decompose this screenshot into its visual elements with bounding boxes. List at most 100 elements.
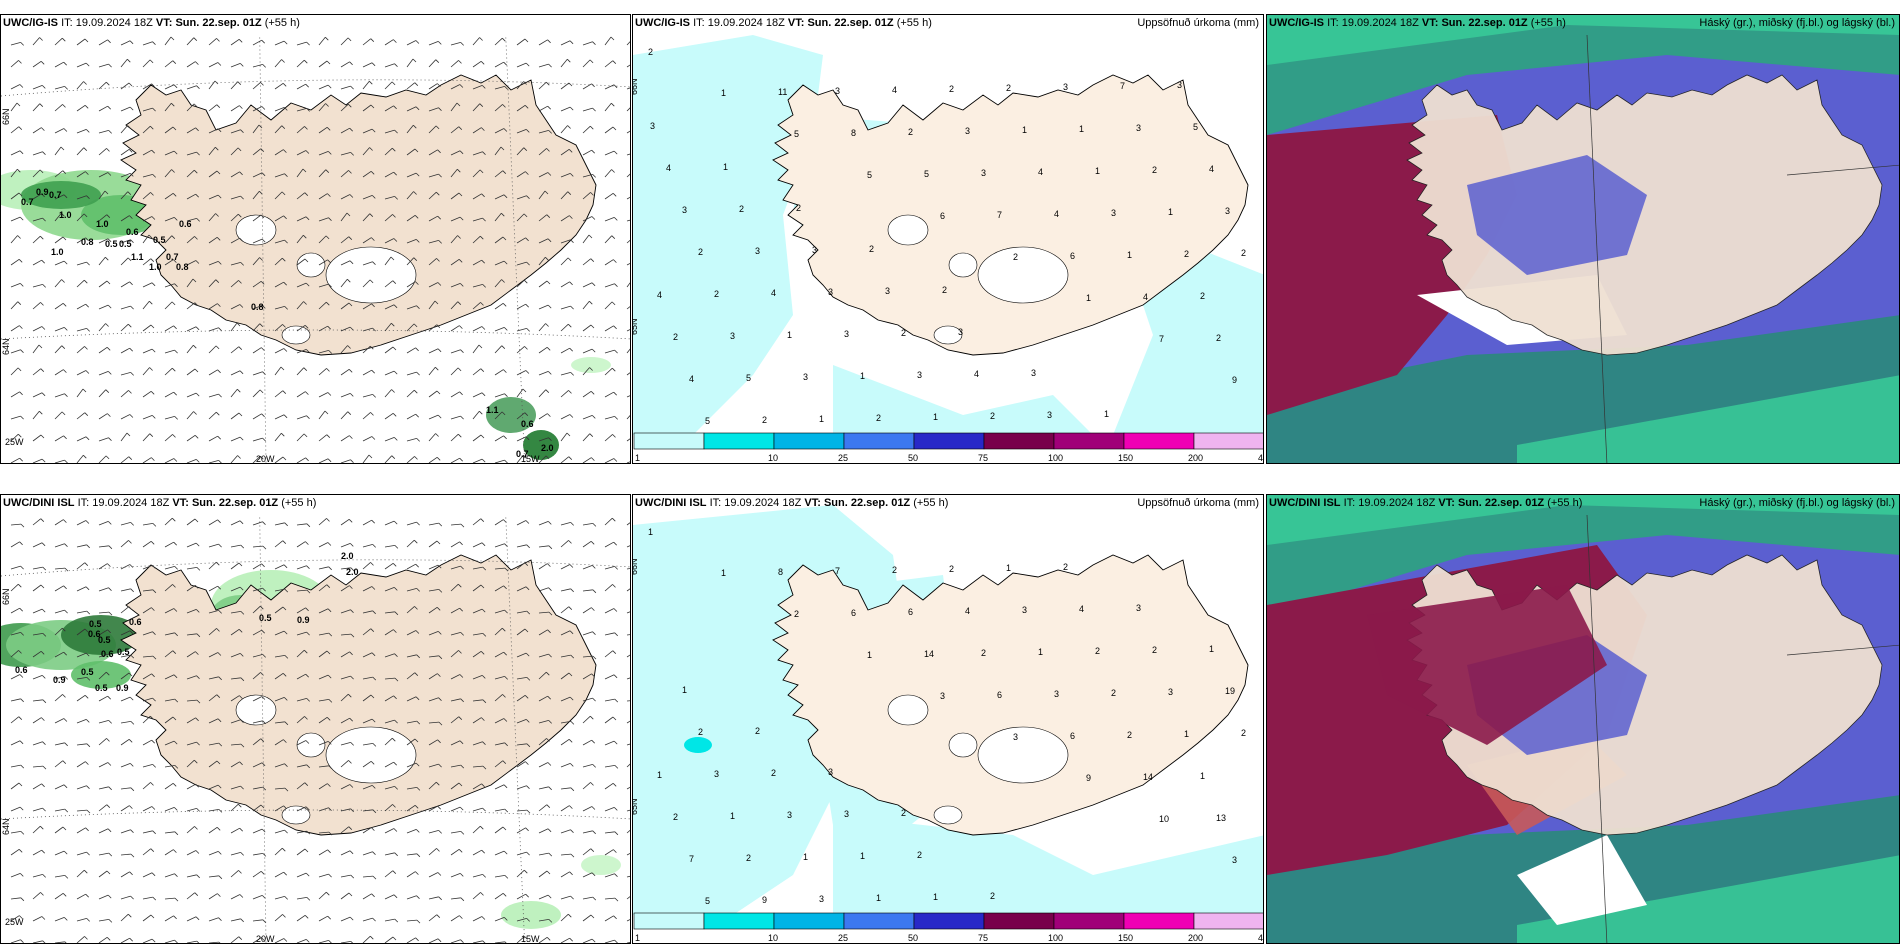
wind-barb-feather <box>613 84 618 89</box>
wind-barb-feather <box>238 936 243 940</box>
wind-barb <box>252 853 263 856</box>
wind-barb <box>340 411 349 420</box>
wind-barb-feather <box>348 302 353 307</box>
precip-value-label: 2 <box>949 564 954 574</box>
wind-barb-feather <box>306 698 310 702</box>
wind-barb <box>560 564 571 570</box>
wind-barb-feather <box>546 738 550 742</box>
wind-barb <box>560 738 570 746</box>
precip-value-label: 5 <box>1193 122 1198 132</box>
wind-barb-feather <box>262 919 267 924</box>
wind-barb <box>472 783 482 790</box>
wind-barb-feather <box>436 914 441 918</box>
wind-barb-feather <box>129 215 133 219</box>
wind-barb <box>406 787 417 790</box>
wind-barb <box>54 170 64 178</box>
precip-value-label: 2 <box>673 332 678 342</box>
wind-barb-feather <box>371 436 376 440</box>
wind-barb <box>230 346 240 354</box>
wind-barb-feather <box>63 260 68 265</box>
wind-barb <box>164 674 175 680</box>
precip-value-label: 1 <box>876 893 881 903</box>
colorbar-tick-label: 150 <box>1118 453 1133 463</box>
wind-barb <box>604 608 615 614</box>
wind-barb <box>120 372 131 376</box>
precip-value-label: 1 <box>803 852 808 862</box>
wind-barb-feather <box>482 699 487 704</box>
wind-barb <box>582 216 593 222</box>
wind-barb-feather <box>106 804 111 808</box>
wind-barb-feather <box>613 849 617 853</box>
wind-barb-feather <box>394 437 398 441</box>
wind-barb-feather <box>438 631 442 635</box>
precip-value-label: 1 <box>1209 644 1214 654</box>
wind-barb-feather <box>260 738 265 742</box>
wind-barb-feather <box>284 896 288 900</box>
wind-barb <box>428 606 438 614</box>
wind-barb-feather <box>129 805 133 809</box>
wind-barb <box>406 895 417 900</box>
precip-value-label: 7 <box>1159 334 1164 344</box>
wind-barb <box>406 606 415 614</box>
wind-barb-feather <box>327 325 331 330</box>
wind-barb-feather <box>612 60 617 64</box>
wind-barb <box>582 523 593 526</box>
wind-barb <box>362 586 373 592</box>
wind-barb <box>428 805 438 812</box>
wind-barb <box>76 562 86 570</box>
wind-barb-feather <box>85 237 89 242</box>
precip-value-label: 2 <box>908 127 913 137</box>
wind-barb <box>274 281 284 288</box>
wind-barb <box>296 914 306 922</box>
wind-barb-feather <box>306 897 311 901</box>
wind-barb <box>538 238 549 244</box>
wind-barb-feather <box>504 543 508 547</box>
wind-barb-feather <box>86 851 90 856</box>
wind-barb-feather <box>19 150 24 155</box>
wind-barb <box>230 81 239 90</box>
wind-barb-feather <box>416 829 420 833</box>
wind-barb <box>494 567 506 570</box>
cloud-map-top <box>1267 15 1899 463</box>
wind-barb <box>340 760 349 768</box>
wind-barb <box>10 632 21 636</box>
wind-barb <box>76 827 86 834</box>
wind-barb <box>120 763 131 768</box>
wind-barb-feather <box>524 105 529 109</box>
wind-barb <box>186 260 197 266</box>
wind-barb <box>406 323 415 332</box>
wind-barb-feather <box>349 435 353 439</box>
precip-value-label: 2 <box>794 609 799 619</box>
wind-barb <box>406 539 415 548</box>
wind-barb-feather <box>85 303 89 308</box>
wind-barb-feather <box>107 629 111 634</box>
wind-barb <box>142 41 153 46</box>
wind-barb <box>76 388 84 398</box>
wind-barb-feather <box>591 348 596 353</box>
wind-barb-feather <box>128 913 132 918</box>
precip-value-label: 5 <box>746 373 751 383</box>
wind-barb-feather <box>304 848 309 853</box>
wind-barb <box>450 391 460 398</box>
wind-barb-feather <box>40 825 44 830</box>
wind-barb-feather <box>370 412 374 416</box>
wind-barb-feather <box>613 740 618 745</box>
wind-barb-feather <box>62 893 67 897</box>
precip-value-label: 2 <box>714 289 719 299</box>
wind-value-label: 0.6 <box>129 617 142 627</box>
wind-barb-feather <box>260 605 264 610</box>
precip-blob <box>21 181 101 209</box>
wind-barb-feather <box>106 214 111 218</box>
wind-barb <box>98 455 107 463</box>
wind-barb-feather <box>459 216 464 221</box>
wind-barb-feather <box>42 699 47 704</box>
wind-barb-feather <box>216 104 221 108</box>
wind-barb-feather <box>592 631 596 635</box>
wind-barb <box>274 125 283 134</box>
wind-barb <box>406 853 417 856</box>
wind-barb-feather <box>568 606 573 610</box>
wind-barb <box>76 628 86 636</box>
clear-sky <box>1517 835 1647 925</box>
wind-barb-feather <box>416 588 420 592</box>
wind-barb-feather <box>173 674 178 679</box>
